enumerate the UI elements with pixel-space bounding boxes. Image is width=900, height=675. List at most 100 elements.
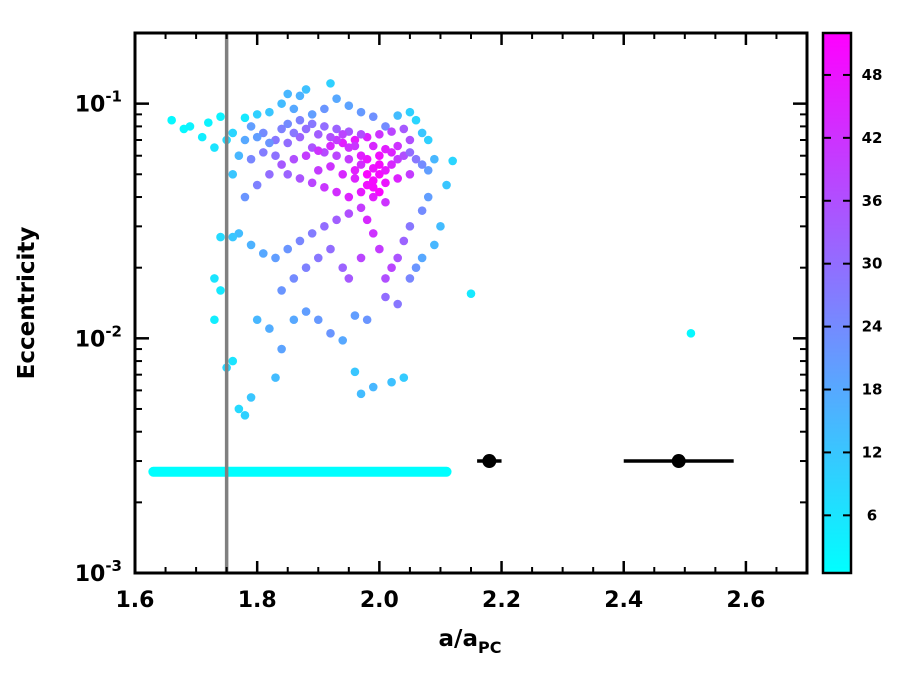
data-point <box>307 110 317 119</box>
data-point <box>417 160 427 169</box>
data-point <box>350 165 360 175</box>
data-point <box>350 135 360 145</box>
data-points <box>167 79 696 420</box>
data-point <box>368 141 378 151</box>
data-point <box>442 180 451 190</box>
data-point <box>356 130 366 139</box>
data-point <box>423 165 433 175</box>
data-point <box>326 132 335 142</box>
data-point <box>448 156 457 166</box>
data-point <box>387 160 396 169</box>
data-point <box>387 377 396 387</box>
colorbar-tick-label: 12 <box>862 443 883 461</box>
data-point <box>301 307 311 316</box>
data-point <box>417 253 427 263</box>
colorbar-tick-label: 30 <box>862 255 883 273</box>
data-point <box>185 122 195 131</box>
data-point <box>375 130 384 139</box>
data-point <box>381 197 390 207</box>
data-point <box>210 315 219 325</box>
data-point <box>228 169 238 179</box>
data-point <box>246 122 256 131</box>
data-point <box>295 236 305 246</box>
data-point <box>246 154 256 164</box>
data-point <box>393 253 402 263</box>
data-point <box>338 336 348 345</box>
data-point <box>405 148 415 157</box>
data-point <box>356 151 366 161</box>
data-point <box>326 141 335 151</box>
data-point <box>375 169 384 179</box>
data-point <box>307 229 317 238</box>
data-point <box>399 373 409 382</box>
data-point <box>313 253 323 263</box>
data-point <box>301 151 311 161</box>
data-point <box>411 115 421 125</box>
data-point <box>368 229 378 238</box>
data-point <box>368 183 378 192</box>
data-point <box>258 249 268 258</box>
data-point <box>423 135 433 145</box>
data-point <box>405 135 415 145</box>
y-tick-label: 10-2 <box>75 322 122 352</box>
data-point <box>313 165 323 175</box>
data-point <box>265 324 274 333</box>
colorbar-tick-label: 24 <box>862 318 883 336</box>
data-point <box>411 263 421 272</box>
data-point <box>252 180 262 190</box>
colorbar <box>821 31 853 575</box>
data-point <box>368 112 378 121</box>
error-point <box>671 454 686 469</box>
data-point <box>313 130 323 139</box>
data-point <box>466 289 476 298</box>
data-point <box>399 236 409 246</box>
data-point <box>234 404 244 414</box>
data-point <box>277 99 286 108</box>
data-point <box>332 187 341 197</box>
overlay-elements <box>148 33 734 573</box>
data-point <box>289 128 299 138</box>
data-point <box>228 128 238 138</box>
data-point <box>289 154 299 164</box>
data-point <box>381 178 390 188</box>
data-point <box>197 132 207 142</box>
data-point <box>332 124 341 134</box>
data-point <box>332 215 341 225</box>
data-point <box>338 130 348 139</box>
data-point <box>393 141 402 151</box>
data-point <box>301 263 311 272</box>
data-point <box>356 389 366 399</box>
data-point <box>405 169 415 179</box>
x-axis-title: a/aPC <box>439 626 502 657</box>
data-point <box>240 135 250 145</box>
data-point <box>423 192 433 202</box>
colorbar-tick-label: 42 <box>862 129 883 147</box>
data-point <box>283 89 293 99</box>
data-point <box>246 393 256 402</box>
data-point <box>289 104 299 114</box>
x-axis-title-main: a/a <box>439 626 478 652</box>
data-point <box>430 240 439 250</box>
x-tick-label: 1.8 <box>238 588 277 613</box>
data-point <box>332 94 341 103</box>
x-tick-label: 1.6 <box>116 588 155 613</box>
x-tick-label: 2.4 <box>604 588 643 613</box>
data-point <box>326 79 335 88</box>
data-point <box>344 209 354 218</box>
data-point <box>411 154 421 164</box>
data-point <box>265 169 274 179</box>
data-point <box>313 315 323 325</box>
data-point <box>375 244 384 254</box>
colorbar-tick-label: 36 <box>862 192 883 210</box>
y-tick-label: 10-1 <box>75 88 122 118</box>
data-point <box>417 128 427 138</box>
data-point <box>210 143 219 152</box>
data-point <box>320 183 329 192</box>
data-point <box>301 124 311 134</box>
data-point <box>405 274 415 283</box>
data-point <box>216 112 225 121</box>
x-axis-title-subscript: PC <box>478 638 501 657</box>
data-point <box>240 192 250 202</box>
data-point <box>350 174 360 183</box>
